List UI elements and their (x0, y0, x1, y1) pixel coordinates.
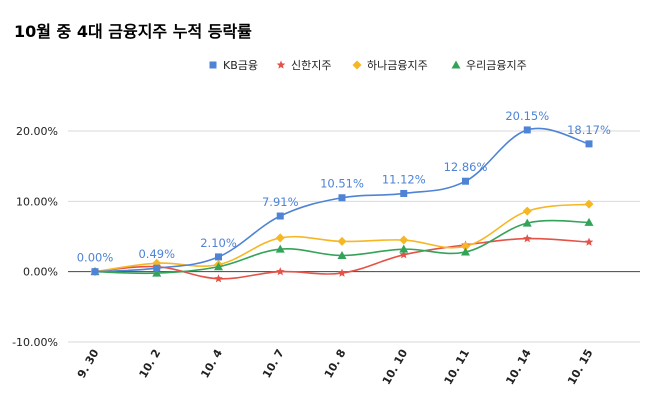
series-1-point (522, 234, 532, 243)
series-0-point (276, 212, 284, 220)
y-tick-label: -10.00% (12, 336, 58, 349)
series-1-point (584, 237, 594, 246)
series-1-point (275, 267, 285, 276)
x-tick-label: 10. 8 (322, 347, 349, 380)
series-0-point (153, 264, 161, 272)
series-3-point (399, 244, 409, 253)
series-0-point (400, 189, 408, 197)
series-0-point (585, 140, 593, 148)
series-3-point (152, 268, 162, 277)
x-tick-label: 10. 2 (137, 347, 164, 380)
series-3-point (275, 244, 285, 253)
x-tick-label: 10. 4 (198, 347, 225, 381)
series-0-point (91, 268, 99, 276)
data-label: 18.17% (567, 123, 611, 137)
series-2-point (337, 236, 347, 246)
series-1-point (214, 274, 223, 283)
data-label: 10.51% (320, 177, 364, 191)
x-tick-label: 10. 11 (442, 347, 473, 387)
legend-marker (276, 60, 286, 69)
legend-label: 하나금융지주 (367, 58, 428, 72)
y-tick-label: 0.00% (23, 266, 58, 279)
x-tick-label: 9. 30 (75, 347, 102, 381)
series-3-point (584, 217, 594, 226)
data-label: 12.86% (444, 160, 488, 174)
series-0-point (462, 177, 469, 185)
series-3-point (522, 218, 532, 227)
chart-title: 10월 중 4대 금융지주 누적 등락률 (14, 22, 252, 41)
data-label: 2.10% (200, 236, 237, 250)
series-2-point (522, 206, 532, 216)
series-2-point (399, 235, 409, 245)
data-label: 0.00% (77, 251, 114, 265)
y-tick-label: 20.00% (16, 125, 58, 138)
series-0-point (215, 253, 222, 261)
legend-label: KB금융 (223, 59, 258, 72)
legend-marker (451, 60, 461, 69)
x-tick-label: 10. 10 (380, 347, 411, 387)
data-label: 0.49% (138, 247, 175, 261)
legend-marker (352, 60, 362, 70)
legend-label: 신한지주 (291, 59, 331, 72)
y-tick-label: 10.00% (16, 195, 58, 208)
series-0-point (523, 126, 531, 134)
series-1-point (399, 250, 409, 259)
x-tick-label: 10. 15 (565, 347, 596, 387)
series-0-point (338, 194, 346, 202)
x-tick-label: 10. 14 (503, 347, 534, 387)
data-label: 20.15% (505, 109, 549, 123)
legend-marker (209, 61, 217, 69)
series-2-point (584, 199, 594, 209)
series-1-point (337, 268, 347, 277)
series-3-point (461, 247, 470, 256)
series-2-point (461, 241, 470, 251)
series-3-point (337, 250, 347, 259)
data-label: 11.12% (382, 172, 426, 186)
data-label: 7.91% (262, 195, 299, 209)
series-2-point (275, 233, 285, 243)
series-3-point (214, 262, 223, 271)
legend-label: 우리금융지주 (466, 59, 527, 72)
x-tick-label: 10. 7 (260, 347, 287, 380)
